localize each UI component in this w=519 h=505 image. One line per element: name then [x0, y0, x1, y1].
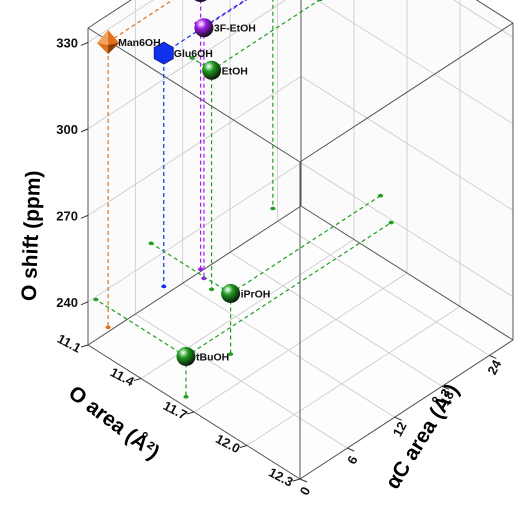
box-edge [87, 0, 132, 29]
projection-dot [209, 287, 215, 292]
z-tick-label: 240 [56, 295, 78, 310]
data-point: 3F-EtOH [194, 18, 256, 38]
projection-line-y [185, 222, 392, 357]
box-edge [299, 339, 514, 480]
projection-dot [183, 395, 189, 399]
right-pane-gridline-z [316, 0, 514, 125]
z-tick-label: 270 [56, 208, 78, 223]
y-tick-label: 24 [484, 357, 504, 377]
projection-dot [318, 0, 323, 2]
sphere-marker [176, 347, 196, 366]
right-pane-gridline-z [300, 162, 514, 298]
projection-dot [93, 297, 99, 302]
projection-line-y [211, 0, 321, 71]
sphere-marker [221, 284, 241, 303]
left-pane-gridline-z [87, 75, 302, 216]
box-edge [299, 22, 514, 163]
floor-gridline-y [135, 313, 348, 449]
y-tick-mark [299, 478, 308, 483]
sphere-marker [194, 18, 214, 38]
octahedron-facet [97, 30, 109, 46]
floor-gridline-y [182, 282, 395, 418]
octahedron-facet [108, 43, 120, 55]
floor-gridline-y [229, 251, 443, 387]
z-tick-mark [80, 128, 89, 133]
data-point: Man6OH [97, 30, 161, 55]
sphere-marker [202, 60, 222, 80]
x-tick-label: 11.1 [55, 331, 84, 356]
sphere-marker [194, 0, 207, 3]
data-point: Glu6OH [153, 41, 213, 65]
projection-line-y [163, 0, 247, 54]
data-point: 2F-EtOH [194, 0, 207, 3]
box-edge [475, 0, 514, 24]
box-edge [300, 205, 514, 341]
box-edge [87, 27, 301, 163]
y-tick-label: 0 [297, 484, 314, 497]
y-tick-mark [347, 447, 355, 452]
projection-dot [270, 206, 276, 211]
point-label: tBuOH [196, 352, 229, 364]
z-tick-mark [80, 41, 89, 46]
z-tick-mark [80, 214, 89, 219]
projection-dot [189, 56, 195, 60]
floor-gridline-x [140, 239, 355, 379]
projection-line-x [150, 242, 231, 295]
floor-gridline-x [246, 306, 461, 446]
hexagon-marker [153, 41, 174, 65]
left-pane-gridline-z [87, 162, 302, 303]
y-tick-label: 6 [344, 453, 361, 466]
projection-dot [198, 267, 204, 272]
data-point: iPrOH [221, 284, 270, 303]
y-tick-label: 12 [390, 419, 410, 439]
projection-dot [228, 352, 234, 356]
projection-line-y [107, 0, 174, 43]
z-axis-title: O shift (ppm) [18, 170, 46, 301]
point-label: iPrOH [241, 289, 271, 301]
z-tick-label: 330 [56, 35, 78, 50]
data-point: tBuOH [176, 347, 229, 366]
z-tick-label: 300 [56, 122, 78, 137]
left-pane-gridline-z [87, 0, 287, 130]
projection-dot [377, 193, 384, 198]
projection-dot [105, 325, 111, 330]
y-tick-mark [394, 416, 402, 421]
box-edge [87, 205, 302, 346]
y-tick-mark [441, 385, 450, 390]
projection-line-y [230, 195, 381, 295]
x-axis-title: O area (Å²) [64, 381, 164, 465]
projection-dot [148, 241, 154, 246]
data-point: EtOH [202, 60, 248, 80]
point-label: EtOH [222, 65, 248, 77]
x-tick-mark [292, 478, 301, 482]
y-tick-mark [489, 354, 497, 359]
y-tick-label: 18 [437, 388, 457, 408]
left-pane-gridline-z [87, 0, 154, 43]
point-label: 3F-EtOH [214, 23, 256, 35]
x-tick-mark [80, 344, 89, 348]
floor-gridline-y [277, 221, 490, 356]
x-tick-mark [186, 411, 195, 415]
x-tick-mark [239, 445, 248, 448]
z-tick-mark [80, 301, 89, 306]
projection-line-x [95, 298, 187, 357]
right-pane-gridline-z [300, 75, 514, 211]
point-label: Man6OH [118, 37, 161, 49]
projection-dot [388, 220, 394, 225]
back-left-pane [88, 0, 301, 345]
point-label: Glu6OH [174, 48, 213, 60]
x-tick-mark [133, 378, 142, 381]
projection-dot [161, 284, 167, 289]
right-pane-gridline-z [453, 0, 514, 38]
